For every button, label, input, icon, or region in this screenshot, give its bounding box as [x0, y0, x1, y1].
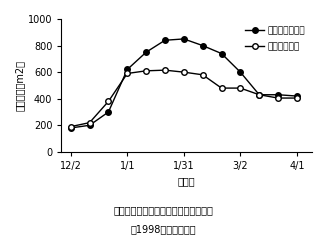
イワイノダイチ	[88, 124, 92, 127]
Y-axis label: 茎数（本／m2）: 茎数（本／m2）	[15, 60, 25, 111]
X-axis label: 月／日: 月／日	[178, 177, 196, 187]
イワイノダイチ	[144, 51, 148, 54]
チクゴイズミ	[238, 87, 242, 90]
チクゴイズミ	[144, 69, 148, 72]
イワイノダイチ	[276, 93, 280, 96]
イワイノダイチ	[125, 68, 129, 71]
イワイノダイチ	[107, 111, 111, 114]
Line: イワイノダイチ: イワイノダイチ	[68, 36, 300, 131]
イワイノダイチ	[238, 71, 242, 73]
イワイノダイチ	[295, 95, 299, 97]
チクゴイズミ	[219, 87, 223, 90]
イワイノダイチ	[69, 127, 73, 129]
イワイノダイチ	[182, 37, 186, 40]
チクゴイズミ	[125, 72, 129, 75]
チクゴイズミ	[201, 73, 205, 76]
チクゴイズミ	[182, 71, 186, 73]
Text: 図１．標準追肥法における茎数の推移: 図１．標準追肥法における茎数の推移	[113, 206, 214, 216]
イワイノダイチ	[257, 93, 261, 96]
イワイノダイチ	[163, 39, 167, 42]
Line: チクゴイズミ: チクゴイズミ	[68, 67, 300, 129]
チクゴイズミ	[163, 69, 167, 72]
Text: （1998年播き試験）: （1998年播き試験）	[131, 225, 196, 235]
チクゴイズミ	[276, 97, 280, 100]
チクゴイズミ	[107, 100, 111, 103]
Legend: イワイノダイチ, チクゴイズミ: イワイノダイチ, チクゴイズミ	[243, 23, 307, 54]
チクゴイズミ	[88, 121, 92, 124]
イワイノダイチ	[201, 44, 205, 47]
チクゴイズミ	[295, 97, 299, 100]
チクゴイズミ	[257, 93, 261, 96]
チクゴイズミ	[69, 125, 73, 128]
イワイノダイチ	[219, 52, 223, 55]
